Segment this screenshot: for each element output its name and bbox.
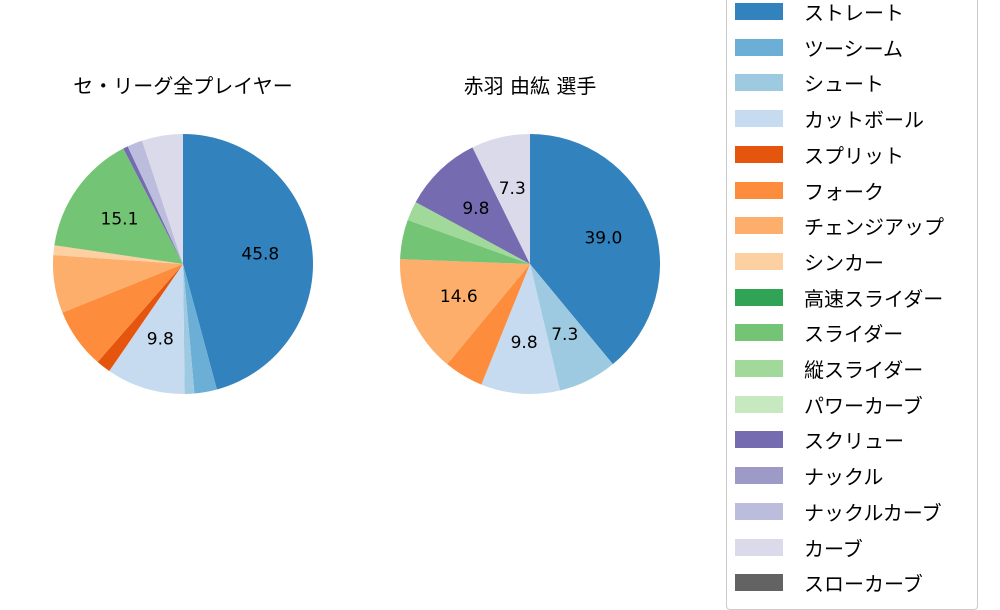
pie-slice xyxy=(109,264,185,394)
pie-slice xyxy=(142,134,183,264)
legend-item: スライダー xyxy=(727,314,977,350)
pie-league: 45.8 9.8 15.1 xyxy=(53,134,313,394)
legend: ストレートツーシームシュートカットボール スプリットフォークチェンジアップ シンカー… xyxy=(726,0,978,610)
legend-label: スプリット xyxy=(804,143,904,168)
legend-label: カーブ xyxy=(804,536,863,561)
pie-slice xyxy=(447,264,530,385)
legend-item: シュート xyxy=(727,64,977,100)
pie-slice xyxy=(53,255,184,313)
legend-swatch xyxy=(735,74,783,92)
pie-slice xyxy=(97,264,183,372)
legend-label: ストレート xyxy=(804,1,904,25)
slice-label: 9.8 xyxy=(462,199,489,219)
legend-label: スクリュー xyxy=(804,429,904,454)
legend-item: パワーカーブ xyxy=(727,386,977,422)
legend-swatch xyxy=(735,360,783,377)
pie-slice xyxy=(183,264,195,394)
legend-item: 縦スライダー xyxy=(727,350,977,386)
legend-label: スローカーブ xyxy=(804,572,923,597)
slice-label: 7.3 xyxy=(499,179,526,199)
legend-label: ツーシーム xyxy=(804,36,903,61)
pie-slice xyxy=(530,134,660,365)
legend-label: 高速スライダー xyxy=(804,286,944,311)
slice-label: 14.6 xyxy=(440,287,478,307)
legend-swatch xyxy=(735,467,783,485)
legend-item: スローカーブ xyxy=(727,564,977,600)
legend-swatch xyxy=(735,324,783,342)
pie-slice xyxy=(183,264,217,394)
legend-swatch xyxy=(735,431,783,449)
pie-slice xyxy=(400,219,530,264)
legend-swatch xyxy=(735,288,783,306)
legend-item: シンカー xyxy=(727,243,977,279)
pie-slice xyxy=(407,202,530,264)
legend-item: 高速スライダー xyxy=(727,279,977,315)
legend-item: ナックル xyxy=(727,457,977,493)
legend-swatch xyxy=(735,252,783,270)
legend-label: ナックル xyxy=(804,465,884,490)
slice-label: 15.1 xyxy=(101,210,139,230)
legend-item: スプリット xyxy=(727,136,977,172)
legend-item: ツーシーム xyxy=(727,29,977,65)
legend-item: チェンジアップ xyxy=(727,207,977,243)
legend-swatch xyxy=(735,538,783,556)
legend-swatch xyxy=(735,181,783,199)
legend-label: シンカー xyxy=(804,250,884,275)
pie-slice xyxy=(123,146,183,264)
chart-title-player: 赤羽 由紘 選手 xyxy=(463,74,597,98)
pie-slice xyxy=(127,140,183,264)
legend-label: ナックルカーブ xyxy=(804,500,942,525)
legend-item: ナックルカーブ xyxy=(727,493,977,529)
pie-slice xyxy=(53,245,183,264)
legend-label: フォーク xyxy=(804,179,884,204)
slice-label: 9.8 xyxy=(511,333,538,353)
legend-item: カットボール xyxy=(727,100,977,136)
slice-label: 45.8 xyxy=(241,245,279,265)
pie-slice xyxy=(530,264,613,391)
legend-label: カットボール xyxy=(804,108,924,133)
slice-label: 9.8 xyxy=(147,330,174,350)
legend-label: シュート xyxy=(804,72,884,97)
legend-swatch xyxy=(735,3,783,20)
legend-swatch xyxy=(735,38,783,56)
pie-slice xyxy=(481,264,560,394)
pie-player: 39.0 7.3 9.8 14.6 9.8 7.3 xyxy=(400,134,660,394)
legend-swatch xyxy=(735,502,783,520)
pie-slice xyxy=(400,259,530,365)
legend-swatch xyxy=(735,145,783,163)
legend-item: スクリュー xyxy=(727,421,977,457)
legend-item: フォーク xyxy=(727,172,977,208)
legend-swatch xyxy=(735,110,783,128)
chart-title-league: セ・リーグ全プレイヤー xyxy=(73,74,293,98)
slice-label: 7.3 xyxy=(551,325,578,345)
legend-swatch xyxy=(735,395,783,413)
legend-swatch xyxy=(735,217,783,235)
legend-label: 縦スライダー xyxy=(804,358,924,382)
pie-charts: 45.8 9.8 15.1 39.0 7.3 9.8 14.6 9.8 7.3 xyxy=(53,134,660,394)
pie-slice xyxy=(183,134,313,390)
legend-swatch xyxy=(735,574,783,592)
pie-slice xyxy=(472,134,530,264)
legend-label: スライダー xyxy=(804,322,904,347)
pie-slice xyxy=(62,264,183,363)
legend-item: カーブ xyxy=(727,529,977,565)
pie-slice xyxy=(415,147,530,264)
pie-slice xyxy=(54,148,184,264)
legend-label: チェンジアップ xyxy=(804,215,944,240)
legend-item: ストレート xyxy=(727,0,977,29)
slice-label: 39.0 xyxy=(584,229,622,249)
legend-label: パワーカーブ xyxy=(804,393,923,418)
